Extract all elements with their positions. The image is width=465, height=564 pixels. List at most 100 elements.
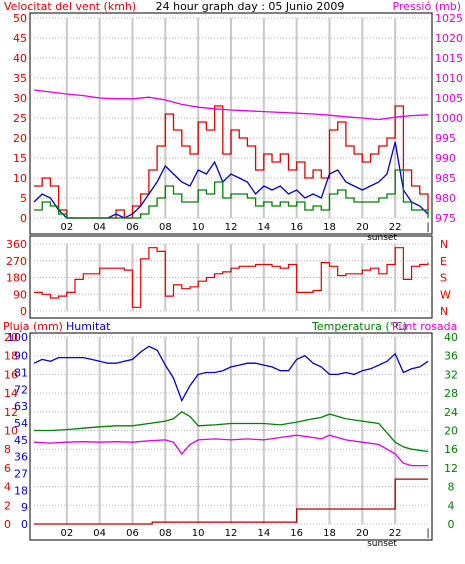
x-tick-label-3-10: 22 — [389, 528, 402, 539]
pressure-tick-10: 1025 — [435, 12, 463, 25]
sunset-label-3: sunset — [367, 539, 397, 549]
rain-tick-8: 16 — [4, 368, 18, 381]
temperature-tick-0: 0 — [448, 518, 455, 531]
rain-humidity-temp-series-0 — [33, 345, 429, 403]
direction-tick-4: 360 — [6, 238, 27, 251]
x-tick-label-3-7: 16 — [290, 528, 303, 539]
rain-tick-1: 2 — [4, 499, 11, 512]
chart-title: 24 hour graph day : 05 Junio 2009 — [156, 0, 345, 13]
humidity-tick-9: 81 — [14, 367, 28, 380]
pressure-tick-8: 1015 — [435, 52, 463, 65]
x-tick-label-1-0: 02 — [60, 222, 73, 233]
temperature-tick-9: 36 — [444, 350, 458, 363]
x-tick-label-1-8: 18 — [323, 222, 336, 233]
x-tick-label-1-6: 14 — [257, 222, 270, 233]
rain-humidity-temp-series-1 — [34, 411, 429, 453]
x-tick-label-3-1: 04 — [93, 528, 106, 539]
temperature-axis-label: Temperatura (°C) — [311, 320, 407, 333]
temperature-tick-5: 20 — [444, 425, 458, 438]
compass-label-1: E — [440, 255, 447, 268]
rain-tick-4: 8 — [4, 443, 11, 456]
rain-axis-label: Pluja (mm) — [3, 320, 63, 333]
x-tick-label-1-4: 10 — [192, 222, 205, 233]
x-tick-label-3-5: 12 — [225, 528, 238, 539]
wind-speed-axis-label: Velocitat del vent (kmh) — [4, 0, 136, 13]
wind-speed-tick-3: 15 — [13, 152, 27, 165]
rain-humidity-temp-series-2 — [33, 434, 428, 467]
dew-point-axis-label: Punt rosada — [392, 320, 457, 333]
x-end-label-1: | — [426, 222, 429, 233]
x-tick-label-3-2: 06 — [126, 528, 139, 539]
humidity-max-label: 100 — [7, 331, 28, 344]
wind-speed-tick-6: 30 — [13, 92, 27, 105]
humidity-tick-1: 9 — [21, 501, 28, 514]
x-tick-label-3-3: 08 — [159, 528, 172, 539]
wind-speed-tick-8: 40 — [13, 52, 27, 65]
rain-tick-2: 4 — [4, 481, 11, 494]
wind-speed-tick-0: 0 — [20, 212, 27, 225]
wind-speed-tick-5: 25 — [13, 112, 27, 125]
humidity-tick-10: 90 — [14, 350, 28, 363]
wind-pressure-series-0 — [34, 105, 429, 219]
pressure-tick-4: 995 — [435, 132, 456, 145]
x-tick-label-1-10: 22 — [389, 222, 402, 233]
pressure-tick-6: 1005 — [435, 92, 463, 105]
temperature-tick-3: 12 — [444, 462, 458, 475]
wind-speed-tick-4: 20 — [13, 132, 27, 145]
x-tick-label-3-6: 14 — [257, 528, 270, 539]
x-tick-label-3-4: 10 — [192, 528, 205, 539]
humidity-tick-5: 45 — [14, 434, 28, 447]
x-tick-label-1-3: 08 — [159, 222, 172, 233]
wind-speed-tick-2: 10 — [13, 172, 27, 185]
pressure-tick-9: 1020 — [435, 32, 463, 45]
chart-panels: 0510152025303540455097598098599099510001… — [4, 12, 463, 549]
direction-tick-0: 0 — [20, 305, 27, 318]
wind-speed-tick-10: 50 — [13, 12, 27, 25]
wind-speed-tick-7: 35 — [13, 72, 27, 85]
rain-humidity-temp-series-3 — [34, 478, 428, 525]
x-tick-label-3-8: 18 — [323, 528, 336, 539]
wind-pressure-series-2 — [34, 169, 429, 219]
x-tick-label-1-2: 06 — [126, 222, 139, 233]
compass-label-0: N — [440, 238, 448, 251]
pressure-tick-7: 1010 — [435, 72, 463, 85]
humidity-axis-label: Humitat — [66, 320, 111, 333]
compass-label-3: W — [440, 288, 451, 301]
direction-tick-3: 270 — [6, 255, 27, 268]
x-tick-label-1-9: 20 — [356, 222, 369, 233]
temperature-tick-6: 24 — [444, 406, 458, 419]
x-tick-label-3-9: 20 — [356, 528, 369, 539]
compass-label-2: S — [440, 272, 447, 285]
rain-tick-5: 10 — [4, 425, 18, 438]
direction-tick-1: 90 — [13, 288, 27, 301]
sunset-label-1: sunset — [367, 233, 397, 243]
compass-label-4: N — [440, 305, 448, 318]
direction-tick-2: 180 — [6, 272, 27, 285]
wind-speed-tick-9: 45 — [13, 32, 27, 45]
rain-tick-10: 20 — [4, 331, 18, 344]
temperature-tick-8: 32 — [444, 368, 458, 381]
panel-frame-1 — [29, 12, 433, 235]
temperature-tick-4: 16 — [444, 443, 458, 456]
pressure-tick-5: 1000 — [435, 112, 463, 125]
x-tick-label-3-0: 02 — [60, 528, 73, 539]
temperature-tick-10: 40 — [444, 331, 458, 344]
panel-frame-3 — [29, 332, 433, 541]
humidity-tick-2: 18 — [14, 484, 28, 497]
x-tick-label-1-7: 16 — [290, 222, 303, 233]
humidity-tick-3: 27 — [14, 468, 28, 481]
pressure-tick-0: 975 — [435, 212, 456, 225]
temperature-tick-7: 28 — [444, 387, 458, 400]
rain-tick-0: 0 — [4, 518, 11, 531]
temperature-tick-2: 8 — [448, 481, 455, 494]
rain-tick-9: 18 — [4, 350, 18, 363]
wind-speed-tick-1: 5 — [20, 192, 27, 205]
rain-tick-7: 14 — [4, 387, 18, 400]
humidity-tick-6: 54 — [14, 417, 28, 430]
wind-direction-series-0 — [34, 247, 429, 308]
rain-tick-3: 6 — [4, 462, 11, 475]
humidity-tick-7: 63 — [14, 400, 28, 413]
humidity-tick-4: 36 — [14, 451, 28, 464]
pressure-tick-1: 980 — [435, 192, 456, 205]
panel-frame-2 — [29, 235, 433, 319]
